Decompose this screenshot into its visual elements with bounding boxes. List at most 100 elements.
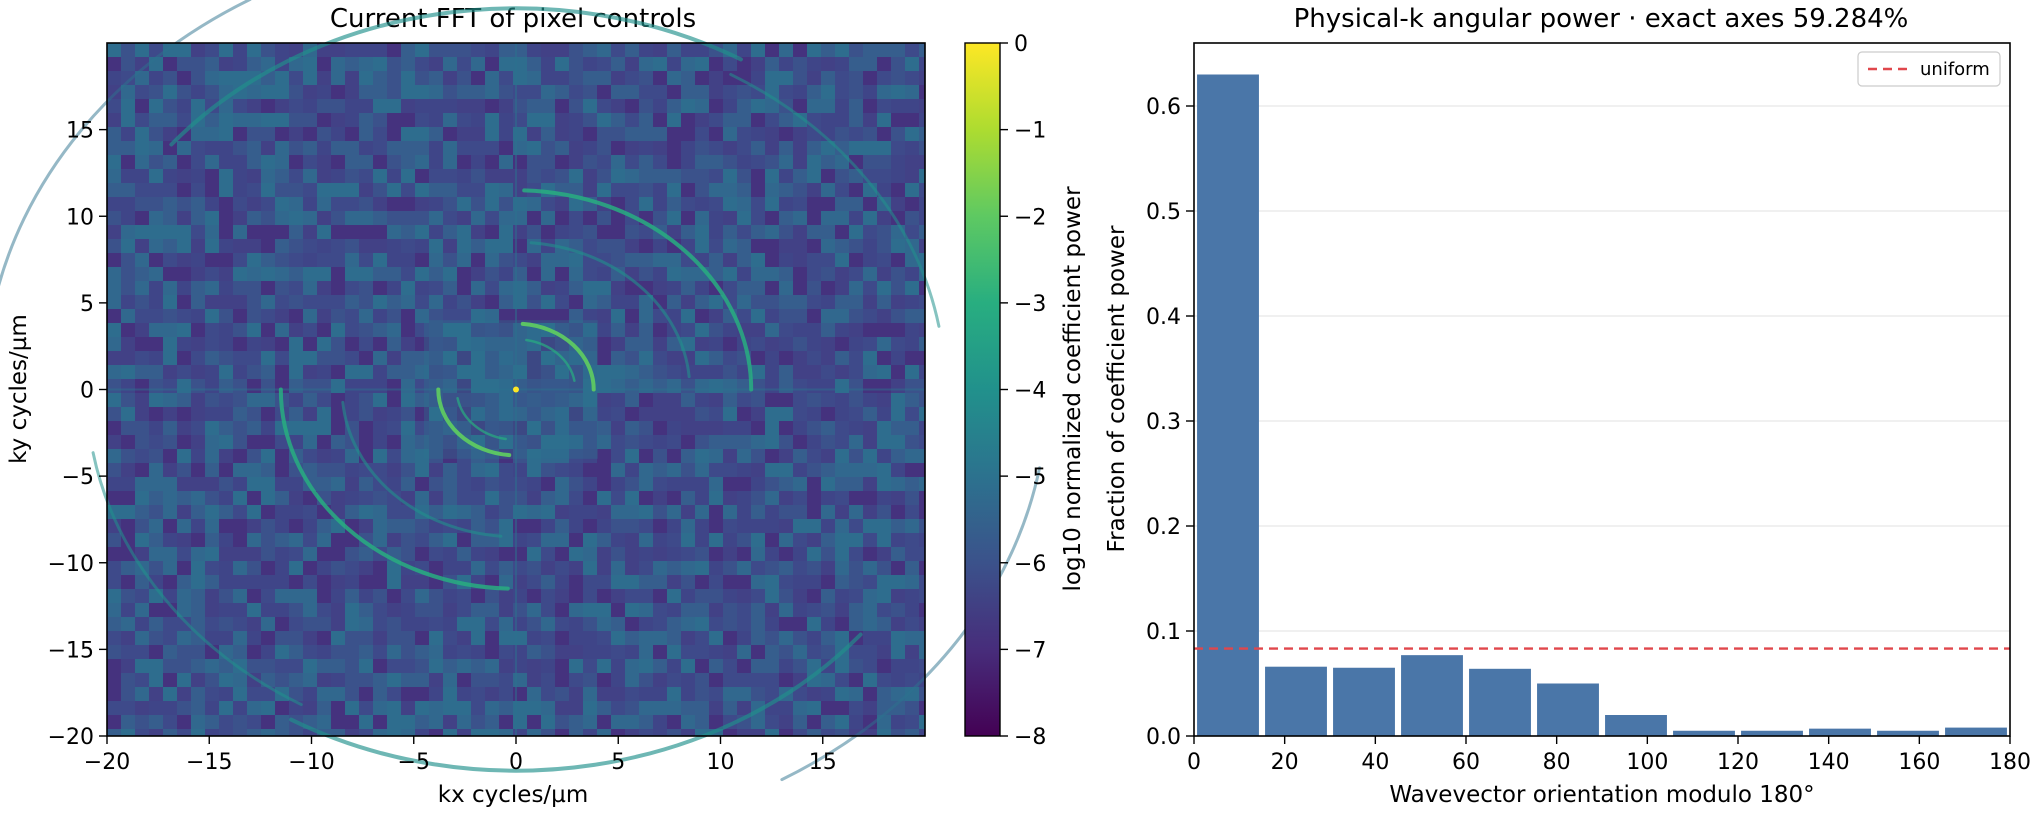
heatmap-cell [667,71,681,85]
heatmap-cell [751,71,765,85]
bar-x-tick-label: 40 [1361,750,1389,775]
heatmap-cell [387,393,401,407]
heatmap-cell [695,687,709,701]
heatmap-cell [569,43,583,57]
heatmap-cell [121,729,135,736]
heatmap-cell [289,225,303,239]
heatmap-cell [233,113,247,127]
heatmap-cell [429,43,443,57]
heatmap-cell [107,281,121,295]
heatmap-cell [765,295,779,309]
heatmap-cell [807,617,821,631]
heatmap-cell [681,309,695,323]
heatmap-cell [611,407,625,421]
heatmap-cell [597,701,611,715]
heatmap-cell [163,561,177,575]
heatmap-cell [849,57,863,71]
heatmap-cell [345,183,359,197]
heatmap-cell [177,547,191,561]
heatmap-cell [737,477,751,491]
heatmap-cell [149,323,163,337]
heatmap-cell [807,393,821,407]
heatmap-cell [667,379,681,393]
heatmap-cell [737,631,751,645]
heatmap-cell [359,85,373,99]
heatmap-cell [163,127,177,141]
heatmap-cell [331,729,345,736]
heatmap-cell [597,155,611,169]
heatmap-cell [793,267,807,281]
heatmap-cell [639,393,653,407]
heatmap-cell [485,547,499,561]
heatmap-cell [877,267,891,281]
heatmap-cell [555,225,569,239]
heatmap-cell [177,267,191,281]
heatmap-cell [471,169,485,183]
heatmap-cell [723,393,737,407]
heatmap-cell [443,547,457,561]
heatmap-cell [835,617,849,631]
heatmap-cell [247,575,261,589]
heatmap-cell [821,519,835,533]
heatmap-cell [177,631,191,645]
heatmap-cell [261,253,275,267]
heatmap-cell [681,519,695,533]
heatmap-cell [387,617,401,631]
heatmap-cell [555,197,569,211]
heatmap-cell [919,337,925,351]
heatmap-cell [653,43,667,57]
heatmap-cell [149,701,163,715]
heatmap-cell [345,43,359,57]
heatmap-cell [583,435,597,449]
heatmap-cell [163,323,177,337]
heatmap-cell [639,421,653,435]
heatmap-cell [149,295,163,309]
heatmap-cell [317,365,331,379]
heatmap-cell [303,463,317,477]
bar-x-axis-label: Wavevector orientation modulo 180° [1389,782,1814,808]
heatmap-cell [387,407,401,421]
heatmap-cell [793,435,807,449]
heatmap-cell [639,617,653,631]
heatmap-cell [919,533,925,547]
colorbar-tick-label: 0 [1014,32,1028,57]
heatmap-cell [835,547,849,561]
heatmap-cell [121,561,135,575]
heatmap-cell [709,85,723,99]
heatmap-cell [247,659,261,673]
heatmap-cell [373,715,387,729]
bar-y-tick-label: 0.3 [1146,410,1181,435]
heatmap-cell [779,463,793,477]
heatmap-cell [331,295,345,309]
heatmap-cell [751,351,765,365]
heatmap-cell [331,239,345,253]
heatmap-cell [835,589,849,603]
heatmap-cell [387,197,401,211]
heatmap-cell [835,421,849,435]
heatmap-cell [751,253,765,267]
heatmap-cell [345,631,359,645]
heatmap-cell [807,379,821,393]
heatmap-cell [219,365,233,379]
heatmap-cell [793,701,807,715]
heatmap-cell [107,491,121,505]
heatmap-cell [345,393,359,407]
heatmap-cell [373,211,387,225]
heatmap-cell [247,253,261,267]
heatmap-cell [723,337,737,351]
heatmap-cell [849,85,863,99]
heatmap-cell [457,645,471,659]
heatmap-cell [667,253,681,267]
heatmap-cell [569,561,583,575]
heatmap-cell [723,505,737,519]
heatmap-cell [247,351,261,365]
heatmap-cell [163,155,177,169]
heatmap-cell [919,71,925,85]
heatmap-cell [191,407,205,421]
heatmap-cell [177,561,191,575]
heatmap-cell [149,603,163,617]
heatmap-cell [681,729,695,736]
heatmap-cell [191,85,205,99]
heatmap-cell [429,309,443,323]
heatmap-cell [261,617,275,631]
